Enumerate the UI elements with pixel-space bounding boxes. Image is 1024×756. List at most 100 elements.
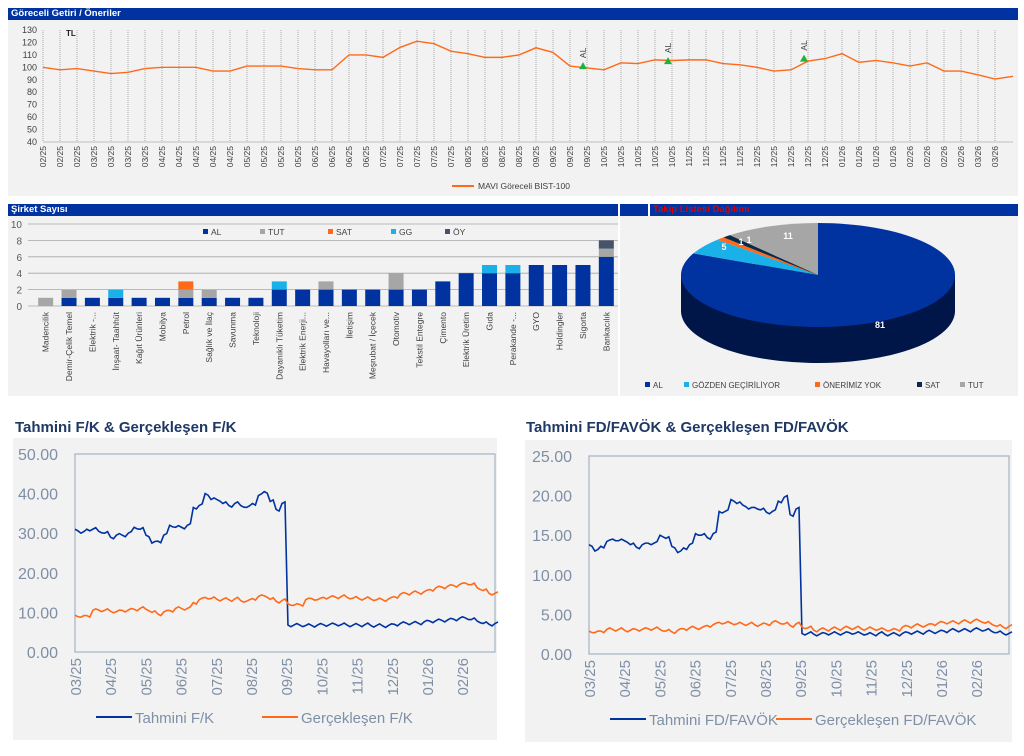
bar-segment-öy — [598, 240, 614, 249]
bar-segment-al — [552, 265, 568, 306]
legend-label: SAT — [925, 381, 940, 390]
x-tick-label: 07/25 — [378, 146, 388, 168]
category-label: Elektrik Üretim — [461, 312, 471, 367]
y-tick-label: 0 — [16, 302, 22, 313]
category-label: İletişim — [344, 312, 354, 338]
x-tick-label: 12/25 — [786, 146, 796, 168]
x-tick-label: 09/25 — [279, 658, 296, 696]
x-tick-label: 04/25 — [617, 660, 634, 698]
company-count-chart: 0 2 4 6 8 10 Madencilik Demir-Çelik Temel Elektr… — [11, 220, 618, 381]
x-tick-label: 08/25 — [480, 146, 490, 168]
y-tick-label: 10.00 — [18, 605, 58, 622]
x-tick-label: 12/25 — [385, 658, 402, 696]
legend-swatch — [960, 382, 965, 387]
category-label: Bankacılık — [601, 311, 611, 351]
x-tick-label: 09/25 — [565, 146, 575, 168]
bar-segment-al — [201, 297, 217, 306]
x-tick-label: 07/25 — [209, 658, 226, 696]
bar-segment-tut — [178, 289, 194, 298]
pie-slice-2 — [717, 237, 818, 275]
y-tick-label: 50 — [27, 125, 37, 135]
bar-segment-al — [154, 297, 170, 306]
x-tick-label: 01/26 — [837, 146, 847, 168]
bar-segment-al — [388, 289, 404, 306]
x-tick-label: 06/25 — [344, 146, 354, 168]
x-tick-label: 01/26 — [420, 658, 437, 696]
category-label: Demir-Çelik Temel — [64, 312, 74, 381]
bar-segment-tut — [598, 248, 614, 257]
category-label: Otomotiv — [391, 311, 401, 346]
y-tick-label: 70 — [27, 100, 37, 110]
x-tick-label: 10/25 — [828, 660, 845, 698]
x-tick-label: 04/25 — [191, 146, 201, 168]
x-tick-label: 08/25 — [244, 658, 261, 696]
legend-label: AL — [653, 381, 663, 390]
x-tick-label: 03/25 — [582, 660, 599, 698]
y-tick-label: 0.00 — [541, 647, 572, 664]
bar-segment-al — [458, 273, 474, 306]
category-label: Madencilik — [41, 311, 51, 352]
x-tick-label: 05/25 — [259, 146, 269, 168]
bar-segment-tut — [201, 289, 217, 298]
category-label: Savunma — [228, 312, 238, 348]
y-tick-label: 25.00 — [532, 449, 572, 466]
y-tick-label: 15.00 — [532, 528, 572, 545]
pie-data-label: 11 — [783, 231, 793, 241]
legend-label: Gerçekleşen F/K — [301, 710, 413, 727]
x-tick-label: 09/25 — [531, 146, 541, 168]
x-tick-label: 11/25 — [701, 146, 711, 167]
y-tick-label: 10.00 — [532, 568, 572, 585]
legend-swatch — [203, 229, 208, 234]
bar-segment-al — [341, 289, 357, 306]
bar-segment-al — [131, 297, 147, 306]
x-tick-label: 02/26 — [905, 146, 915, 168]
x-tick-label: 05/25 — [242, 146, 252, 168]
y-tick-label: 5.00 — [541, 607, 572, 624]
x-tick-label: 11/25 — [350, 658, 367, 694]
legend-label: TUT — [268, 227, 285, 237]
y-tick-label: 6 — [16, 253, 22, 264]
x-tick-label: 01/26 — [871, 146, 881, 168]
al-marker-icon — [664, 57, 672, 65]
y-tick-label: 8 — [16, 236, 22, 247]
relative-return-header: Göreceli Getiri / Öneriler — [8, 8, 1018, 20]
x-tick-label: 03/25 — [89, 146, 99, 168]
pie-slice-3 — [723, 235, 818, 275]
y-tick-label: 0.00 — [27, 645, 58, 662]
x-tick-label: 10/25 — [599, 146, 609, 168]
bar-segment-al — [61, 297, 77, 306]
x-tick-label: 03/26 — [973, 146, 983, 168]
bar-segment-tut — [318, 281, 334, 290]
category-label: Sigorta — [578, 312, 588, 339]
legend-swatch — [815, 382, 820, 387]
x-tick-label: 07/25 — [395, 146, 405, 168]
category-label: Teknoloji — [251, 312, 261, 345]
legend-swatch — [328, 229, 333, 234]
x-tick-label: 03/25 — [123, 146, 133, 168]
plot-border — [74, 453, 496, 653]
x-tick-label: 11/25 — [684, 146, 694, 167]
bar-segment-al — [318, 289, 334, 306]
category-label: Havayolları ve... — [321, 312, 331, 373]
category-label: Sağlık ve İlaç — [204, 311, 214, 362]
pe-panel — [13, 438, 497, 740]
x-tick-label: 03/25 — [68, 658, 85, 696]
plot-border — [588, 455, 1010, 655]
x-tick-label: 06/25 — [310, 146, 320, 168]
y-tick-label: 130 — [22, 25, 37, 35]
pie-data-label: 5 — [721, 242, 726, 252]
x-tick-label: 08/25 — [514, 146, 524, 168]
x-tick-label: 05/25 — [293, 146, 303, 168]
category-label: Meşrubat / İçecek — [368, 311, 378, 379]
x-tick-label: 09/25 — [582, 146, 592, 168]
x-tick-label: 07/25 — [429, 146, 439, 168]
bar-segment-al — [248, 297, 264, 306]
x-tick-label: 12/25 — [899, 660, 916, 698]
category-label: İnşaat- Taahhüt — [111, 311, 121, 370]
bar-segment-gg — [108, 289, 124, 298]
ev-ebitda-chart: 0.00 5.00 10.00 15.00 20.00 25.00 03/25 04/25 05… — [532, 449, 1013, 729]
bar-segment-al — [528, 265, 544, 306]
category-label: Perakande -... — [508, 312, 518, 365]
legend-label: GÖZDEN GEÇİRİLİYOR — [692, 381, 780, 390]
bar-segment-al — [365, 289, 381, 306]
